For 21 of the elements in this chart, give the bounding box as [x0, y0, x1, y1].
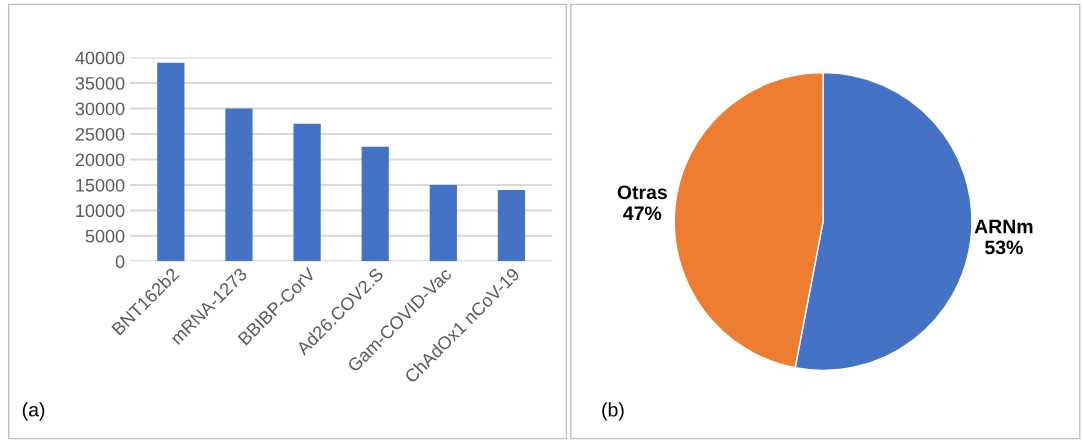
- slice-label: Otras: [617, 185, 667, 200]
- y-tick-label: 20000: [75, 153, 125, 167]
- text: (b): [602, 402, 624, 421]
- data-label: 47%: [623, 206, 662, 221]
- data-label: 53%: [985, 240, 1023, 255]
- y-tick-label: 10000: [76, 204, 125, 218]
- y-tick-label: 40000: [75, 51, 125, 65]
- y-tick-label: 15000: [76, 178, 125, 192]
- bar: [157, 62, 185, 262]
- y-tick-label: 25000: [75, 127, 125, 141]
- slice-label: ARNm: [974, 219, 1033, 234]
- y-tick-label: 30000: [75, 102, 125, 116]
- bar: [429, 184, 457, 262]
- bar: [293, 123, 321, 262]
- bar: [361, 146, 389, 262]
- bar: [497, 190, 526, 262]
- bar: [225, 108, 253, 262]
- y-tick-label: 35000: [75, 77, 125, 90]
- y-tick-label: 0: [115, 255, 125, 269]
- text: (a): [22, 402, 45, 421]
- y-tick-label: 5000: [85, 229, 125, 243]
